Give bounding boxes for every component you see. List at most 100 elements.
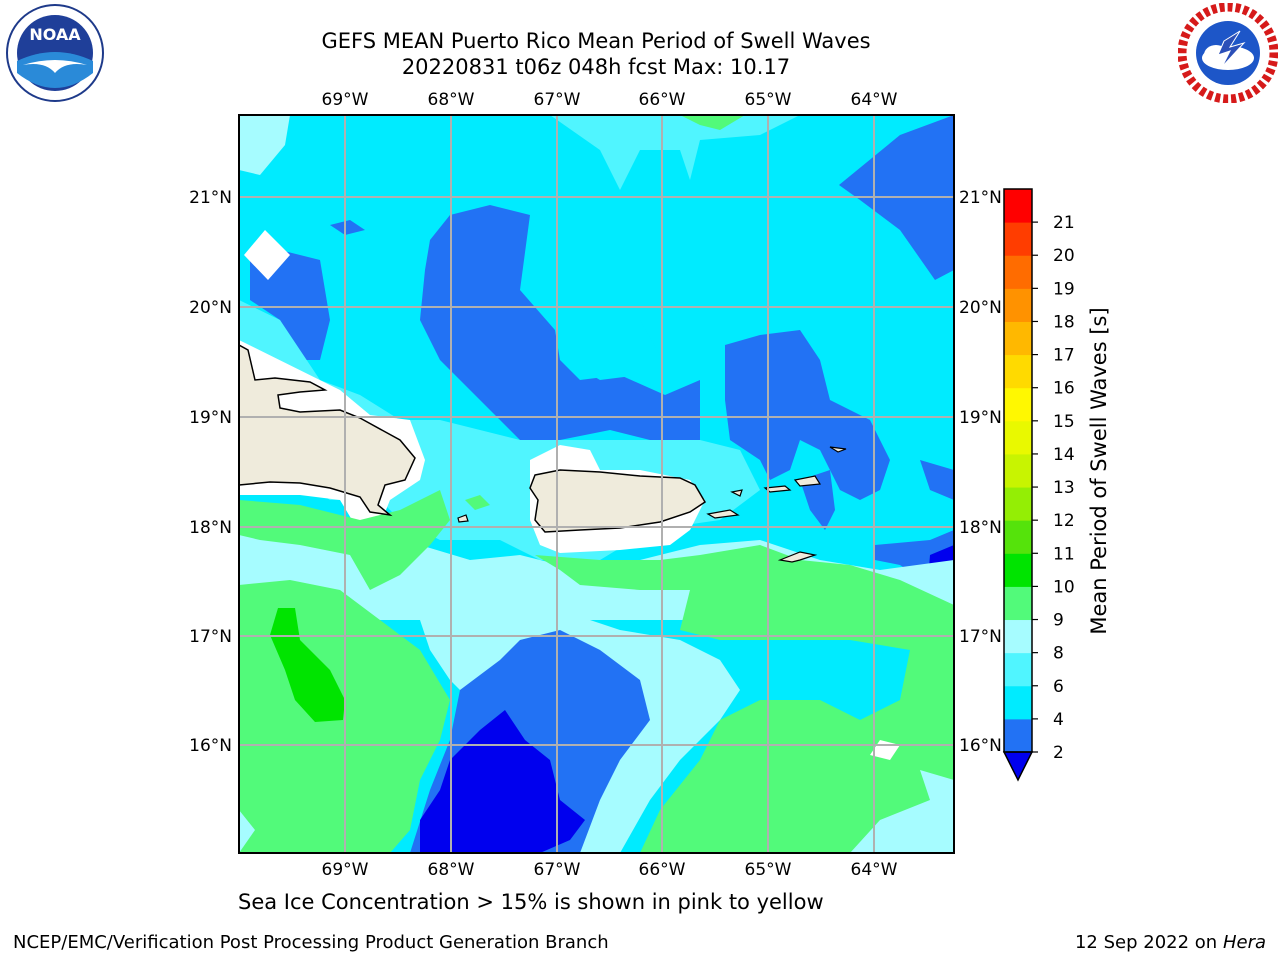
colorbar-segment bbox=[1004, 453, 1032, 488]
hispaniola bbox=[239, 344, 416, 517]
footer-host: Hera bbox=[1222, 932, 1266, 953]
colorbar-segment bbox=[1004, 255, 1032, 289]
colorbar-label: Mean Period of Swell Waves [s] bbox=[1087, 307, 1111, 634]
lat-label: 16°N bbox=[959, 736, 1002, 756]
contour-9-10-north bbox=[680, 115, 745, 130]
colorbar-segment bbox=[1004, 420, 1032, 455]
colorbar-tick-label: 16 bbox=[1053, 379, 1075, 399]
contour-9-10-se bbox=[535, 545, 954, 853]
vieques bbox=[706, 509, 740, 519]
footer-credit: NCEP/EMC/Verification Post Processing Pr… bbox=[13, 932, 609, 953]
lat-label: 19°N bbox=[189, 408, 232, 428]
colorbar-tick-label: 15 bbox=[1053, 412, 1075, 432]
lon-label: 66°W bbox=[639, 860, 686, 880]
colorbar-segment bbox=[1004, 487, 1032, 521]
colorbar-tick-label: 11 bbox=[1053, 544, 1075, 564]
colorbar-extend-min bbox=[1002, 751, 1034, 782]
lat-label: 18°N bbox=[189, 518, 232, 538]
lat-label: 17°N bbox=[189, 627, 232, 647]
lon-label: 64°W bbox=[851, 90, 898, 110]
colorbar-segment bbox=[1004, 652, 1032, 687]
colorbar-segment bbox=[1004, 718, 1032, 753]
nws-logo bbox=[1178, 3, 1278, 103]
colorbar-segment bbox=[1004, 520, 1032, 554]
colorbar-segment bbox=[1004, 222, 1032, 256]
contour-8-9-se-corner bbox=[850, 770, 954, 853]
colorbar-tick-label: 2 bbox=[1053, 743, 1064, 763]
lon-labels-top: 69°W 68°W 67°W 66°W 65°W 64°W bbox=[322, 90, 898, 110]
lat-label: 18°N bbox=[959, 518, 1002, 538]
culebra bbox=[730, 489, 743, 497]
lon-label: 66°W bbox=[639, 90, 686, 110]
lon-label: 69°W bbox=[322, 90, 369, 110]
lon-label: 67°W bbox=[534, 90, 581, 110]
contour-2-4-e-edge bbox=[920, 460, 954, 500]
lat-label: 19°N bbox=[959, 408, 1002, 428]
lon-label: 64°W bbox=[851, 860, 898, 880]
colorbar-tick-label: 10 bbox=[1053, 577, 1075, 597]
contour-2-4-small bbox=[330, 220, 365, 235]
lat-label: 16°N bbox=[189, 736, 232, 756]
lat-label: 20°N bbox=[189, 298, 232, 318]
lon-label: 67°W bbox=[534, 860, 581, 880]
contour-9-10-islet bbox=[465, 495, 490, 510]
lon-label: 68°W bbox=[428, 90, 475, 110]
colorbar-tick-label: 12 bbox=[1053, 511, 1075, 531]
colorbar-tick-label: 8 bbox=[1053, 644, 1064, 664]
colorbar-tick-label: 20 bbox=[1053, 246, 1075, 266]
lat-label: 21°N bbox=[189, 188, 232, 208]
colorbar-tick-label: 4 bbox=[1053, 710, 1064, 730]
map-frame bbox=[238, 114, 955, 854]
colorbar-segment bbox=[1004, 553, 1032, 587]
tortola bbox=[793, 475, 822, 487]
noaa-logo-text: NOAA bbox=[29, 25, 81, 44]
colorbar-frame bbox=[1003, 188, 1033, 753]
colorbar: 2 4 6 8 9 10 11 12 13 14 15 16 17 18 19 20 21 Mean Perio… bbox=[1002, 188, 1111, 782]
colorbar-tick-label: 19 bbox=[1053, 279, 1075, 299]
colorbar-tick-label: 21 bbox=[1053, 213, 1075, 233]
colorbar-segment bbox=[1004, 685, 1032, 720]
sea-ice-note: Sea Ice Concentration > 15% is shown in … bbox=[238, 890, 824, 914]
lon-label: 69°W bbox=[322, 860, 369, 880]
contour-6-8-north bbox=[550, 115, 800, 190]
colorbar-tick-label: 18 bbox=[1053, 312, 1075, 332]
colorbar-segment bbox=[1004, 189, 1032, 223]
colorbar-segment bbox=[1004, 321, 1032, 356]
contour-below-2-south bbox=[420, 710, 585, 853]
anegada bbox=[829, 446, 847, 453]
footer-date: 12 Sep 2022 on Hera bbox=[1075, 932, 1266, 953]
mona-island bbox=[457, 514, 469, 523]
contour-8-9-sw-corner bbox=[239, 810, 255, 853]
lat-labels-left: 21°N 20°N 19°N 18°N 17°N 16°N bbox=[189, 188, 232, 756]
contour-4-6-inner bbox=[560, 320, 660, 380]
lon-labels-bottom: 69°W 68°W 67°W 66°W 65°W 64°W bbox=[322, 860, 898, 880]
colorbar-segment bbox=[1004, 619, 1032, 654]
lat-label: 17°N bbox=[959, 627, 1002, 647]
contour-2-4-east bbox=[725, 330, 890, 500]
colorbar-tick-label: 6 bbox=[1053, 677, 1064, 697]
footer-date-text: 12 Sep 2022 on bbox=[1074, 932, 1218, 953]
colorbar-tick-label: 9 bbox=[1053, 611, 1064, 631]
graticule bbox=[239, 115, 954, 853]
colorbar-tick-label: 14 bbox=[1053, 445, 1075, 465]
lat-label: 21°N bbox=[959, 188, 1002, 208]
contour-2-4-central bbox=[420, 205, 700, 445]
lon-label: 65°W bbox=[745, 90, 792, 110]
lat-labels-right: 21°N 20°N 19°N 18°N 17°N 16°N bbox=[959, 188, 1002, 756]
colorbar-segment bbox=[1004, 586, 1032, 621]
colorbar-segment bbox=[1004, 288, 1032, 322]
colorbar-segment bbox=[1004, 354, 1032, 389]
colorbar-tick-label: 17 bbox=[1053, 346, 1075, 366]
noaa-logo: NOAA bbox=[6, 4, 104, 102]
nodata-block-1 bbox=[244, 230, 290, 280]
colorbar-tick-label: 13 bbox=[1053, 478, 1075, 498]
contour-8-9-nw bbox=[239, 115, 290, 175]
lon-label: 68°W bbox=[428, 860, 475, 880]
map-subtitle: 20220831 t06z 048h fcst Max: 10.17 bbox=[401, 55, 791, 79]
lon-label: 65°W bbox=[745, 860, 792, 880]
colorbar-segment bbox=[1004, 387, 1032, 422]
st-croix bbox=[777, 551, 818, 563]
map-title: GEFS MEAN Puerto Rico Mean Period of Swe… bbox=[321, 29, 871, 53]
lat-label: 20°N bbox=[959, 298, 1002, 318]
